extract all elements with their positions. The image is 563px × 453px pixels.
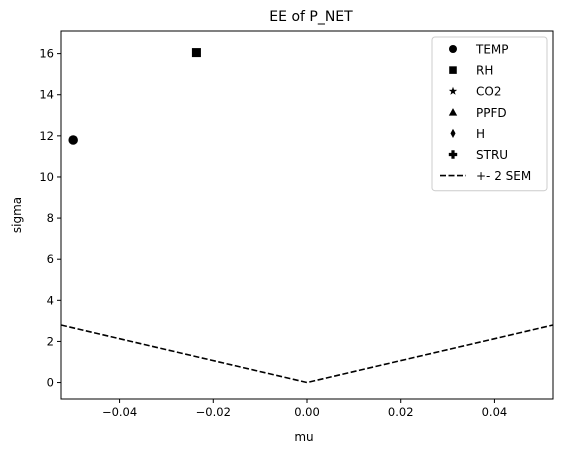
- y-tick-label: 14: [39, 88, 54, 102]
- y-tick-label: 10: [39, 170, 54, 184]
- legend-marker-ppfd: [448, 108, 458, 116]
- x-tick-label: 0.00: [294, 405, 320, 419]
- x-tick-label: −0.02: [196, 405, 231, 419]
- chart-title: EE of P_NET: [269, 9, 353, 25]
- y-tick-label: 2: [47, 334, 54, 348]
- x-tick-label: 0.02: [388, 405, 414, 419]
- legend-marker-temp: [449, 45, 457, 53]
- legend-marker-co2: [448, 86, 458, 95]
- legend-label-rh: RH: [476, 64, 493, 78]
- sem-line: [61, 324, 553, 384]
- x-tick-label: −0.04: [102, 405, 137, 419]
- y-tick-label: 8: [47, 211, 54, 225]
- legend: TEMP RH CO2 PPFD H STRU +- 2 SEM: [431, 36, 548, 192]
- legend-marker-h: [450, 128, 456, 139]
- legend-label-sem: +- 2 SEM: [476, 169, 531, 183]
- y-tick-label: 16: [39, 47, 54, 61]
- legend-box: [431, 36, 548, 192]
- legend-label-stru: STRU: [476, 148, 508, 162]
- y-tick-label: 0: [47, 376, 54, 390]
- y-axis-label: sigma: [10, 197, 24, 233]
- plot-area: [61, 48, 553, 384]
- y-tick-label: 4: [47, 293, 54, 307]
- data-point-temp: [68, 135, 78, 145]
- y-tick-label: 12: [39, 129, 54, 143]
- legend-marker-stru: [448, 150, 458, 159]
- legend-label-co2: CO2: [476, 85, 501, 99]
- y-tick-label: 6: [47, 252, 54, 266]
- legend-label-temp: TEMP: [475, 43, 509, 57]
- legend-marker-rh: [449, 66, 457, 74]
- plot-clip-group: [61, 48, 553, 384]
- legend-label-h: H: [476, 127, 485, 141]
- axes: −0.04 −0.02 0.00 0.02 0.04 0 2 4 6 8 10 12 14 16: [39, 30, 554, 419]
- legend-label-ppfd: PPFD: [476, 106, 507, 120]
- x-tick-label: 0.04: [482, 405, 508, 419]
- x-axis-label: mu: [294, 430, 313, 444]
- data-point-rh: [191, 48, 201, 58]
